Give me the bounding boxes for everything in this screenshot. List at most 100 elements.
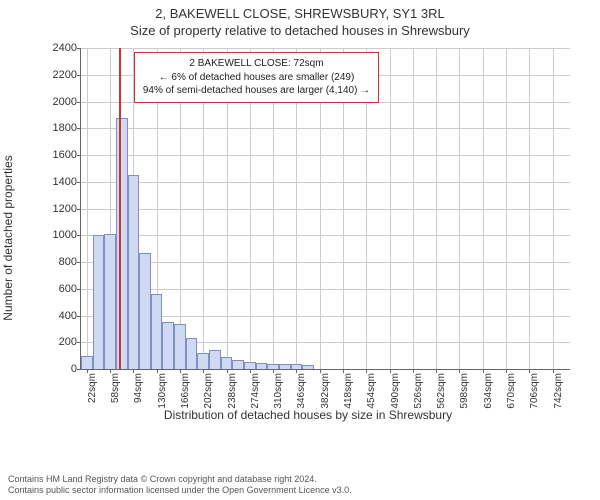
- y-gridline: [81, 235, 570, 236]
- plot-area: 0200400600800100012001400160018002000220…: [80, 48, 570, 370]
- x-gridline: [436, 48, 437, 369]
- x-tick-mark: [180, 369, 181, 373]
- x-gridline: [459, 48, 460, 369]
- x-tick-mark: [110, 369, 111, 373]
- y-gridline: [81, 155, 570, 156]
- y-tick-mark: [77, 128, 81, 129]
- x-gridline: [506, 48, 507, 369]
- x-tick-label: 238sqm: [227, 373, 238, 409]
- annotation-line: 94% of semi-detached houses are larger (…: [143, 84, 370, 98]
- x-tick-label: 94sqm: [133, 373, 144, 403]
- x-tick-mark: [227, 369, 228, 373]
- x-tick-label: 166sqm: [180, 373, 191, 409]
- x-tick-label: 598sqm: [459, 373, 470, 409]
- histogram-bar: [302, 365, 314, 369]
- x-gridline: [87, 48, 88, 369]
- annotation-line: 2 BAKEWELL CLOSE: 72sqm: [143, 57, 370, 71]
- histogram-bar: [256, 363, 268, 369]
- chart-container: Number of detached properties 0200400600…: [38, 48, 578, 428]
- histogram-bar: [209, 350, 221, 369]
- x-tick-mark: [413, 369, 414, 373]
- x-tick-label: 742sqm: [553, 373, 564, 409]
- x-tick-label: 310sqm: [273, 373, 284, 409]
- x-tick-label: 22sqm: [87, 373, 98, 403]
- x-gridline: [553, 48, 554, 369]
- y-tick-mark: [77, 235, 81, 236]
- x-tick-label: 418sqm: [343, 373, 354, 409]
- x-tick-mark: [157, 369, 158, 373]
- histogram-bar: [174, 324, 186, 369]
- x-tick-label: 346sqm: [296, 373, 307, 409]
- page-title: 2, BAKEWELL CLOSE, SHREWSBURY, SY1 3RL: [0, 6, 600, 21]
- histogram-bar: [104, 234, 116, 369]
- x-tick-mark: [320, 369, 321, 373]
- histogram-bar: [81, 356, 93, 369]
- histogram-bar: [93, 235, 105, 369]
- annotation-box: 2 BAKEWELL CLOSE: 72sqm← 6% of detached …: [134, 52, 379, 103]
- y-tick-mark: [77, 102, 81, 103]
- y-tick-mark: [77, 342, 81, 343]
- x-tick-mark: [390, 369, 391, 373]
- y-tick-mark: [77, 182, 81, 183]
- x-tick-label: 562sqm: [436, 373, 447, 409]
- x-tick-label: 274sqm: [250, 373, 261, 409]
- x-tick-label: 634sqm: [483, 373, 494, 409]
- histogram-bar: [291, 364, 303, 369]
- x-axis-label: Distribution of detached houses by size …: [38, 408, 578, 422]
- x-gridline: [390, 48, 391, 369]
- y-tick-mark: [77, 262, 81, 263]
- x-gridline: [483, 48, 484, 369]
- x-tick-label: 706sqm: [529, 373, 540, 409]
- x-tick-mark: [529, 369, 530, 373]
- x-tick-mark: [296, 369, 297, 373]
- x-tick-label: 382sqm: [320, 373, 331, 409]
- x-tick-label: 58sqm: [110, 373, 121, 403]
- histogram-bar: [279, 364, 291, 369]
- y-gridline: [81, 262, 570, 263]
- y-gridline: [81, 209, 570, 210]
- y-gridline: [81, 289, 570, 290]
- y-tick-mark: [77, 155, 81, 156]
- x-tick-mark: [203, 369, 204, 373]
- histogram-bar: [116, 118, 128, 369]
- x-tick-mark: [436, 369, 437, 373]
- histogram-bar: [139, 253, 151, 369]
- histogram-bar: [197, 353, 209, 369]
- x-tick-mark: [343, 369, 344, 373]
- histogram-bar: [151, 294, 163, 369]
- y-tick-mark: [77, 289, 81, 290]
- x-gridline: [529, 48, 530, 369]
- footer-attribution: Contains HM Land Registry data © Crown c…: [8, 474, 352, 497]
- histogram-bar: [128, 175, 140, 369]
- footer-line: Contains HM Land Registry data © Crown c…: [8, 474, 352, 485]
- x-tick-mark: [506, 369, 507, 373]
- chart-subtitle: Size of property relative to detached ho…: [0, 23, 600, 38]
- x-tick-label: 130sqm: [157, 373, 168, 409]
- x-tick-mark: [459, 369, 460, 373]
- x-tick-mark: [483, 369, 484, 373]
- histogram-bar: [267, 364, 279, 369]
- x-tick-label: 454sqm: [366, 373, 377, 409]
- footer-line: Contains public sector information licen…: [8, 485, 352, 496]
- histogram-bar: [162, 322, 174, 369]
- x-tick-mark: [366, 369, 367, 373]
- y-tick-mark: [77, 369, 81, 370]
- annotation-line: ← 6% of detached houses are smaller (249…: [143, 71, 370, 85]
- y-gridline: [81, 128, 570, 129]
- x-tick-mark: [553, 369, 554, 373]
- x-tick-mark: [273, 369, 274, 373]
- x-gridline: [413, 48, 414, 369]
- x-tick-label: 490sqm: [390, 373, 401, 409]
- x-tick-label: 202sqm: [203, 373, 214, 409]
- histogram-bar: [244, 362, 256, 369]
- y-gridline: [81, 182, 570, 183]
- x-tick-label: 526sqm: [413, 373, 424, 409]
- y-axis-label: Number of detached properties: [1, 155, 15, 320]
- x-tick-label: 670sqm: [506, 373, 517, 409]
- y-tick-mark: [77, 316, 81, 317]
- histogram-bar: [221, 357, 233, 369]
- histogram-bar: [232, 360, 244, 369]
- y-tick-mark: [77, 75, 81, 76]
- x-tick-mark: [250, 369, 251, 373]
- x-tick-mark: [133, 369, 134, 373]
